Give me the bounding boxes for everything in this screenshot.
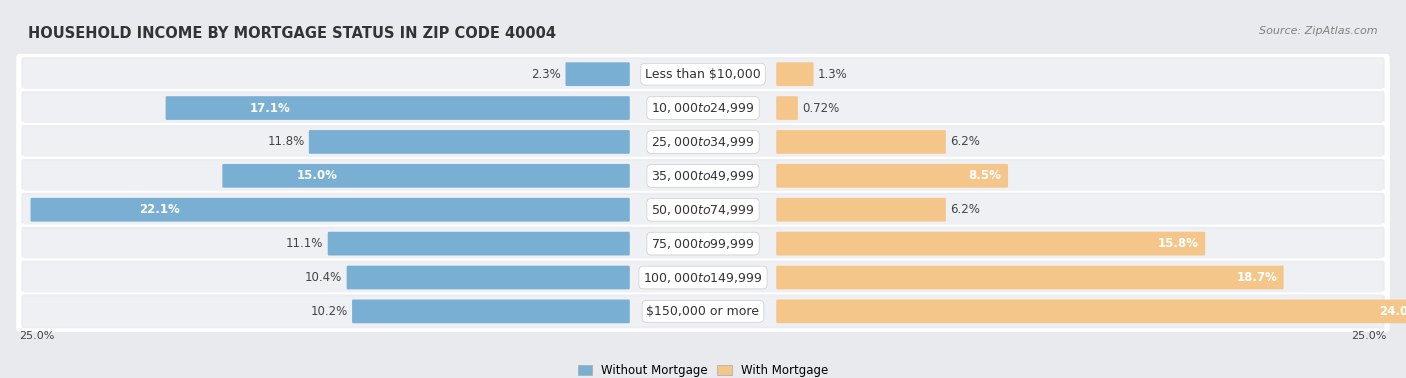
Text: 11.1%: 11.1% — [285, 237, 323, 250]
Text: 10.2%: 10.2% — [311, 305, 347, 318]
FancyBboxPatch shape — [17, 155, 1389, 196]
FancyBboxPatch shape — [17, 88, 1389, 129]
FancyBboxPatch shape — [24, 161, 1382, 191]
Text: 15.0%: 15.0% — [297, 169, 337, 182]
Text: $35,000 to $49,999: $35,000 to $49,999 — [651, 169, 755, 183]
FancyBboxPatch shape — [17, 54, 1389, 94]
FancyBboxPatch shape — [21, 125, 1385, 159]
Text: HOUSEHOLD INCOME BY MORTGAGE STATUS IN ZIP CODE 40004: HOUSEHOLD INCOME BY MORTGAGE STATUS IN Z… — [28, 26, 557, 42]
FancyBboxPatch shape — [17, 122, 1389, 162]
Text: $150,000 or more: $150,000 or more — [647, 305, 759, 318]
FancyBboxPatch shape — [24, 263, 1382, 293]
Text: 8.5%: 8.5% — [969, 169, 1001, 182]
FancyBboxPatch shape — [776, 198, 946, 222]
Text: $10,000 to $24,999: $10,000 to $24,999 — [651, 101, 755, 115]
FancyBboxPatch shape — [24, 296, 1382, 326]
Text: 11.8%: 11.8% — [267, 135, 305, 149]
Text: 2.3%: 2.3% — [531, 68, 561, 81]
Text: 15.8%: 15.8% — [1157, 237, 1199, 250]
Text: Source: ZipAtlas.com: Source: ZipAtlas.com — [1260, 26, 1378, 36]
FancyBboxPatch shape — [24, 195, 1382, 225]
FancyBboxPatch shape — [21, 227, 1385, 260]
Text: 17.1%: 17.1% — [250, 102, 291, 115]
FancyBboxPatch shape — [309, 130, 630, 154]
Text: 18.7%: 18.7% — [1236, 271, 1277, 284]
Text: $75,000 to $99,999: $75,000 to $99,999 — [651, 237, 755, 251]
FancyBboxPatch shape — [24, 127, 1382, 157]
FancyBboxPatch shape — [21, 260, 1385, 294]
Text: 25.0%: 25.0% — [1351, 331, 1386, 341]
FancyBboxPatch shape — [352, 299, 630, 323]
FancyBboxPatch shape — [24, 229, 1382, 259]
FancyBboxPatch shape — [776, 299, 1406, 323]
FancyBboxPatch shape — [31, 198, 630, 222]
Text: $25,000 to $34,999: $25,000 to $34,999 — [651, 135, 755, 149]
Text: $100,000 to $149,999: $100,000 to $149,999 — [644, 271, 762, 285]
Text: 24.0%: 24.0% — [1379, 305, 1406, 318]
FancyBboxPatch shape — [776, 62, 814, 86]
Text: 10.4%: 10.4% — [305, 271, 342, 284]
Text: Less than $10,000: Less than $10,000 — [645, 68, 761, 81]
FancyBboxPatch shape — [328, 232, 630, 256]
FancyBboxPatch shape — [17, 223, 1389, 264]
FancyBboxPatch shape — [17, 257, 1389, 298]
FancyBboxPatch shape — [21, 159, 1385, 193]
FancyBboxPatch shape — [166, 96, 630, 120]
FancyBboxPatch shape — [17, 189, 1389, 230]
Text: 6.2%: 6.2% — [950, 135, 980, 149]
FancyBboxPatch shape — [776, 232, 1205, 256]
Text: 22.1%: 22.1% — [139, 203, 180, 216]
FancyBboxPatch shape — [776, 164, 1008, 188]
Text: 1.3%: 1.3% — [818, 68, 848, 81]
Text: 6.2%: 6.2% — [950, 203, 980, 216]
Text: $50,000 to $74,999: $50,000 to $74,999 — [651, 203, 755, 217]
FancyBboxPatch shape — [21, 193, 1385, 227]
FancyBboxPatch shape — [21, 57, 1385, 91]
FancyBboxPatch shape — [24, 93, 1382, 123]
FancyBboxPatch shape — [776, 266, 1284, 290]
FancyBboxPatch shape — [24, 59, 1382, 89]
FancyBboxPatch shape — [222, 164, 630, 188]
FancyBboxPatch shape — [565, 62, 630, 86]
Text: 25.0%: 25.0% — [20, 331, 55, 341]
FancyBboxPatch shape — [17, 291, 1389, 332]
FancyBboxPatch shape — [21, 91, 1385, 125]
FancyBboxPatch shape — [776, 130, 946, 154]
FancyBboxPatch shape — [776, 96, 797, 120]
FancyBboxPatch shape — [347, 266, 630, 290]
Text: 0.72%: 0.72% — [803, 102, 839, 115]
FancyBboxPatch shape — [21, 294, 1385, 328]
Legend: Without Mortgage, With Mortgage: Without Mortgage, With Mortgage — [574, 359, 832, 378]
